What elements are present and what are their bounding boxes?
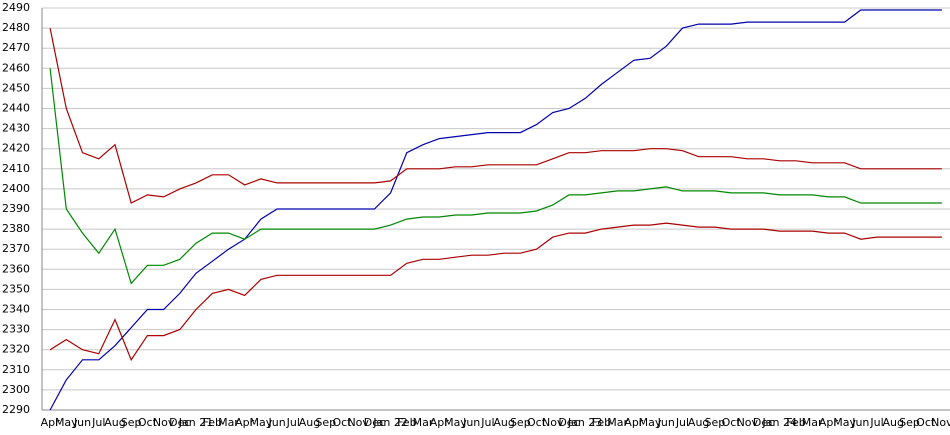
x-tick-label: Aug: [883, 416, 904, 429]
y-tick-label: 2490: [2, 1, 30, 14]
x-tick-label: Aug: [688, 416, 709, 429]
y-tick-label: 2430: [2, 122, 30, 135]
x-tick-label: Jul: [480, 416, 494, 429]
x-tick-label: Sep: [315, 416, 336, 429]
x-tick-label: Oct: [722, 416, 742, 429]
x-tick-label: Jul: [869, 416, 883, 429]
x-tick-label: Mar: [218, 416, 239, 429]
x-tick-label: Mar: [802, 416, 823, 429]
x-tick-label: Aug: [104, 416, 125, 429]
x-tick-label: May: [639, 416, 662, 429]
x-tick-label: May: [55, 416, 78, 429]
x-tick-label: Apr: [430, 416, 450, 429]
y-tick-label: 2460: [2, 61, 30, 74]
x-tick-label: Mar: [413, 416, 434, 429]
x-tick-label: Apr: [41, 416, 61, 429]
x-tick-label: Feb: [786, 416, 805, 429]
y-tick-label: 2350: [2, 282, 30, 295]
x-tick-label: Oct: [527, 416, 547, 429]
x-tick-label: Jun: [462, 416, 480, 429]
y-tick-label: 2310: [2, 363, 30, 376]
y-tick-label: 2330: [2, 323, 30, 336]
y-tick-label: 2470: [2, 41, 30, 54]
x-tick-label: Nov: [347, 416, 369, 429]
x-tick-label: Sep: [121, 416, 142, 429]
x-tick-label: Jul: [286, 416, 300, 429]
x-tick-label: Nov: [737, 416, 759, 429]
x-tick-label: Sep: [510, 416, 531, 429]
series-line: [49, 27, 942, 204]
x-tick-label: Apr: [624, 416, 644, 429]
x-tick-label: Feb: [203, 416, 222, 429]
y-tick-label: 2290: [2, 403, 30, 416]
y-tick-label: 2360: [2, 262, 30, 275]
x-tick-label: Mar: [607, 416, 628, 429]
series-line: [49, 222, 942, 362]
x-tick-label: Jan 21: [178, 416, 213, 429]
x-tick-label: Nov: [931, 416, 950, 429]
y-tick-label: 2390: [2, 202, 30, 215]
y-tick-label: 2420: [2, 142, 30, 155]
y-tick-label: 2320: [2, 343, 30, 356]
x-tick-label: Aug: [493, 416, 514, 429]
x-tick-label: Aug: [299, 416, 320, 429]
series-line: [49, 68, 942, 285]
x-tick-label: Sep: [899, 416, 920, 429]
y-tick-label: 2300: [2, 383, 30, 396]
x-tick-label: Jun: [73, 416, 91, 429]
x-tick-label: Jun: [851, 416, 869, 429]
x-tick-label: Apr: [235, 416, 255, 429]
y-tick-label: 2400: [2, 182, 30, 195]
x-tick-label: Jun: [657, 416, 675, 429]
x-tick-label: Jan 23: [567, 416, 602, 429]
y-tick-label: 2370: [2, 242, 30, 255]
x-tick-label: May: [444, 416, 467, 429]
x-tick-label: Nov: [542, 416, 564, 429]
x-tick-label: Oct: [332, 416, 352, 429]
x-tick-label: May: [250, 416, 273, 429]
y-tick-label: 2440: [2, 102, 30, 115]
x-tick-label: Nov: [153, 416, 175, 429]
x-tick-label: Jul: [675, 416, 689, 429]
y-tick-label: 2380: [2, 222, 30, 235]
y-tick-label: 2410: [2, 162, 30, 175]
x-tick-label: Dec: [169, 416, 190, 429]
x-tick-label: Apr: [819, 416, 839, 429]
x-tick-label: Jan 24: [762, 416, 797, 429]
y-tick-label: 2450: [2, 81, 30, 94]
x-tick-label: Feb: [397, 416, 416, 429]
x-tick-label: Feb: [592, 416, 611, 429]
x-tick-label: May: [833, 416, 856, 429]
x-tick-label: Dec: [364, 416, 385, 429]
x-tick-label: Dec: [753, 416, 774, 429]
x-tick-label: Sep: [705, 416, 726, 429]
x-tick-label: Oct: [916, 416, 936, 429]
x-tick-label: Jul: [91, 416, 105, 429]
x-tick-label: Oct: [138, 416, 158, 429]
x-tick-label: Jun: [268, 416, 286, 429]
y-tick-label: 2340: [2, 303, 30, 316]
x-tick-label: Jan 22: [372, 416, 407, 429]
y-tick-label: 2480: [2, 21, 30, 34]
x-tick-label: Dec: [558, 416, 579, 429]
series-line: [49, 9, 942, 411]
